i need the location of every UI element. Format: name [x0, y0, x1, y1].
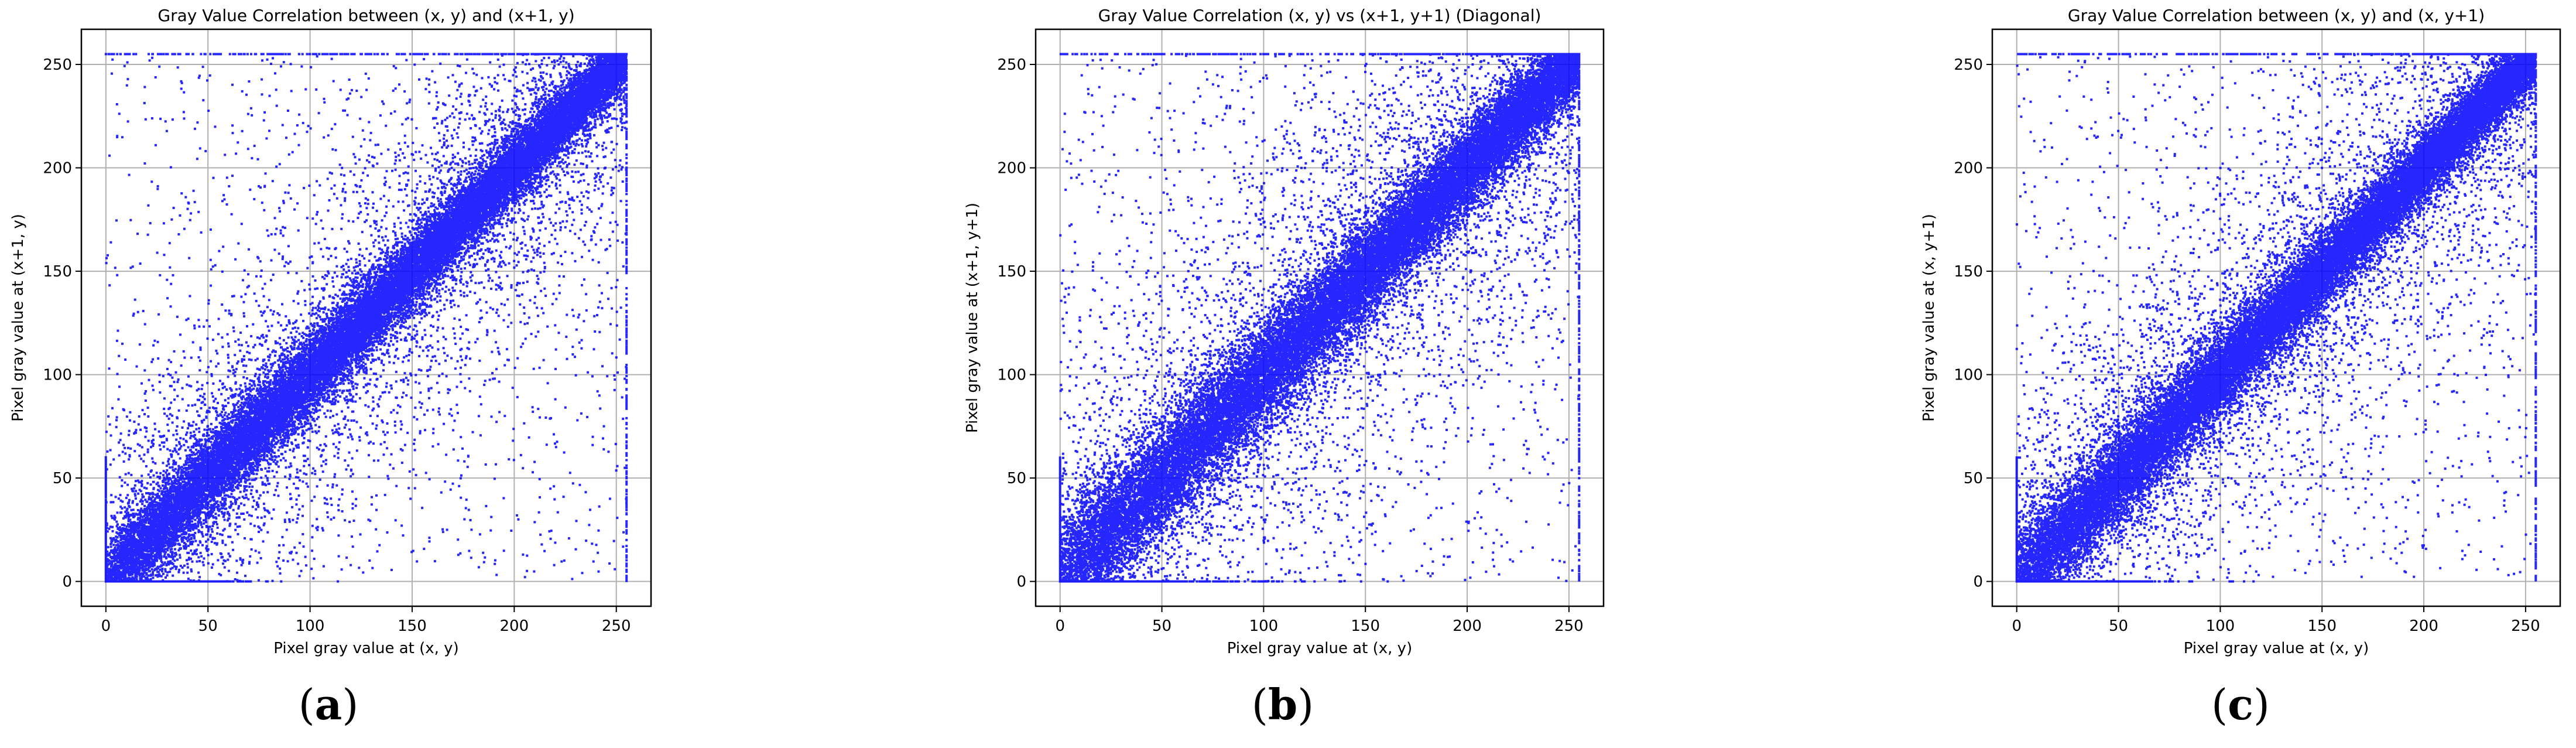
chart-panel-c: 0 50 100 150 200 250 0 50 100 150 200 250 Gray Valu…	[1920, 6, 2561, 657]
x-tick-label: 100	[296, 617, 325, 635]
tick-marks: 0 50 100 150 200 250 0 50 100 150 200 250	[43, 56, 631, 635]
y-axis-label: Pixel gray value at (x+1, y+1)	[964, 203, 981, 433]
y-tick-label: 150	[43, 263, 72, 281]
y-tick-label: 150	[1954, 263, 1983, 281]
x-tick-label: 50	[198, 617, 218, 635]
x-tick-label: 150	[1351, 617, 1380, 635]
y-tick-label: 0	[62, 573, 72, 591]
y-tick-label: 100	[1954, 367, 1983, 384]
scatter-point-cloud	[1059, 53, 1581, 583]
chart-title: Gray Value Correlation (x, y) vs (x+1, y…	[1098, 6, 1542, 25]
x-axis-label: Pixel gray value at (x, y)	[2184, 640, 2369, 657]
x-tick-label: 250	[2511, 617, 2540, 635]
y-tick-label: 50	[53, 470, 72, 487]
scatter-point-cloud	[2015, 53, 2537, 583]
tick-marks: 0 50 100 150 200 250 0 50 100 150 200 250	[997, 56, 1583, 635]
chart-panel-b: 0 50 100 150 200 250 0 50 100 150 200 250 Gray Valu…	[964, 6, 1605, 657]
x-tick-label: 100	[2206, 617, 2235, 635]
scatter-points	[2015, 53, 2537, 583]
x-tick-label: 50	[2109, 617, 2128, 635]
x-tick-label: 250	[1554, 617, 1584, 635]
y-tick-label: 100	[43, 367, 72, 384]
x-tick-label: 250	[602, 617, 631, 635]
axes-frame	[1991, 28, 2561, 607]
panel-label-a: (a)	[298, 679, 359, 729]
x-axis-label: Pixel gray value at (x, y)	[1227, 640, 1412, 657]
scatter-point-cloud	[104, 53, 628, 583]
x-tick-label: 150	[398, 617, 427, 635]
x-tick-label: 200	[2409, 617, 2438, 635]
y-axis-label: Pixel gray value at (x+1, y)	[9, 214, 27, 422]
axes-frame	[1034, 28, 1605, 607]
y-tick-label: 250	[997, 56, 1026, 74]
x-tick-label: 50	[1152, 617, 1171, 635]
x-tick-label: 200	[1453, 617, 1482, 635]
x-axis-label: Pixel gray value at (x, y)	[273, 640, 458, 657]
y-tick-label: 100	[997, 367, 1026, 384]
x-tick-label: 100	[1249, 617, 1279, 635]
y-tick-label: 0	[1016, 573, 1026, 591]
chart-panel-a: 0 50 100 150 200 250 0 50 100 150 200 250 Gray Valu…	[9, 6, 652, 657]
y-tick-label: 250	[43, 56, 72, 74]
x-tick-label: 150	[2307, 617, 2337, 635]
panel-label-b: (b)	[1251, 679, 1314, 729]
scatter-points	[104, 53, 628, 583]
y-tick-label: 50	[1007, 470, 1026, 487]
tick-marks: 0 50 100 150 200 250 0 50 100 150 200 250	[1954, 56, 2540, 635]
chart-title: Gray Value Correlation between (x, y) an…	[157, 6, 574, 25]
chart-title: Gray Value Correlation between (x, y) an…	[2068, 6, 2485, 25]
y-tick-label: 250	[1954, 56, 1983, 74]
y-tick-label: 200	[43, 160, 72, 177]
y-tick-label: 200	[997, 160, 1026, 177]
y-tick-label: 150	[997, 263, 1026, 281]
x-tick-label: 0	[2012, 617, 2022, 635]
x-tick-label: 0	[101, 617, 111, 635]
x-tick-label: 0	[1055, 617, 1065, 635]
axes-frame	[80, 28, 652, 607]
panel-label-c: (c)	[2211, 679, 2270, 729]
y-axis-label: Pixel gray value at (x, y+1)	[1920, 214, 1938, 422]
x-tick-label: 200	[500, 617, 529, 635]
scatter-points	[1059, 53, 1581, 583]
y-tick-label: 50	[1964, 470, 1983, 487]
y-tick-label: 200	[1954, 160, 1983, 177]
y-tick-label: 0	[1973, 573, 1983, 591]
